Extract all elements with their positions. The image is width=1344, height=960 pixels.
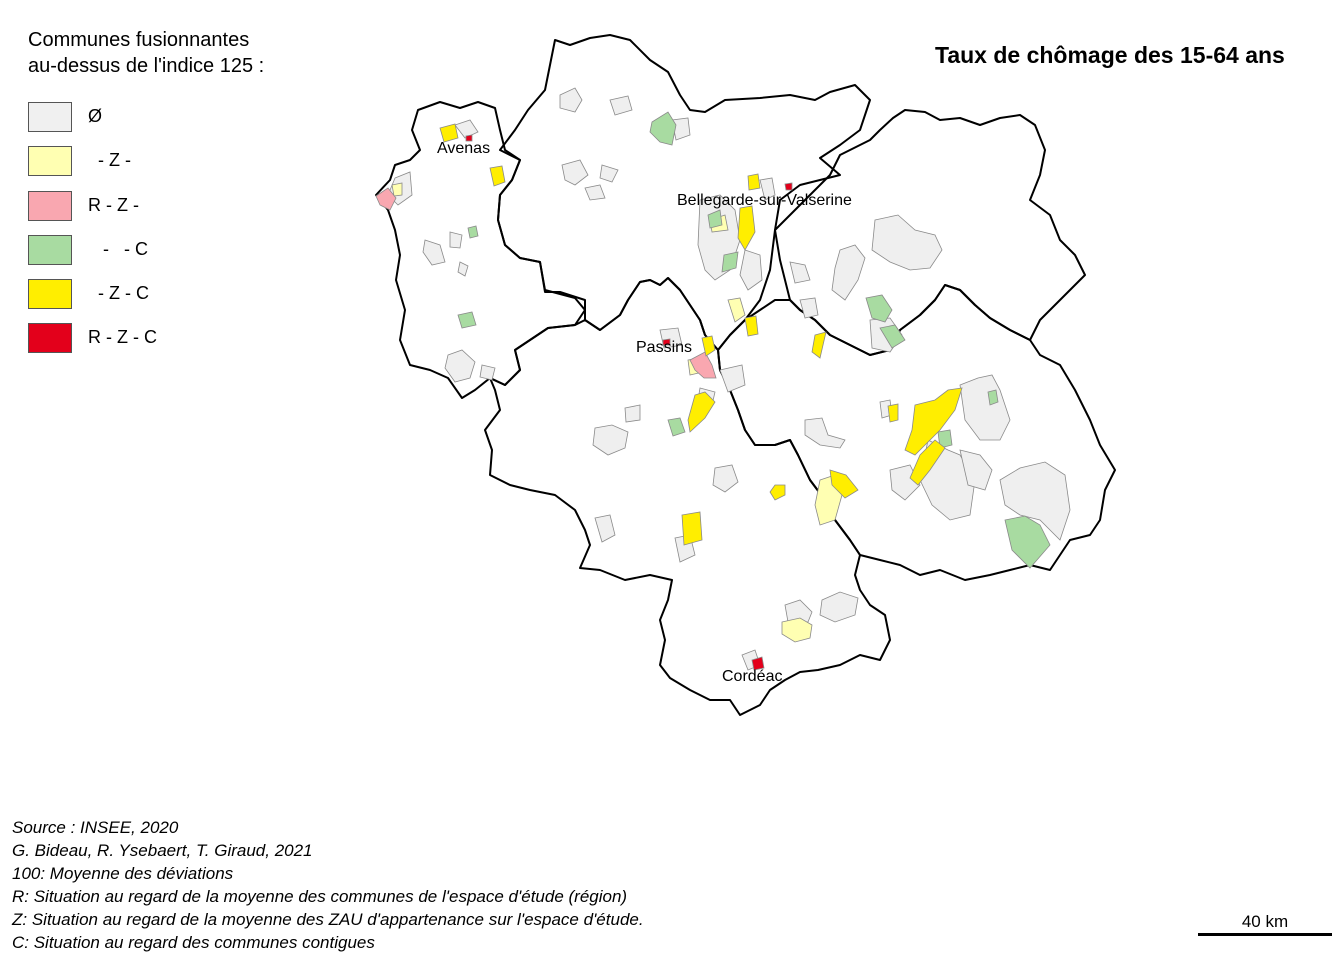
note-line: R: Situation au regard de la moyenne des… bbox=[12, 887, 628, 906]
commune-polygon bbox=[649, 111, 677, 146]
commune-polygon bbox=[592, 424, 629, 456]
scale-label: 40 km bbox=[1241, 912, 1289, 931]
commune-polygon bbox=[721, 251, 739, 273]
commune-polygon bbox=[594, 514, 616, 543]
source-notes: Source : INSEE, 2020 G. Bideau, R. Yseba… bbox=[12, 816, 644, 954]
commune-polygon bbox=[687, 391, 716, 433]
legend-swatch bbox=[28, 279, 72, 309]
commune-polygon bbox=[444, 349, 476, 383]
note-line: Source : INSEE, 2020 bbox=[12, 818, 179, 837]
commune-polygon bbox=[831, 244, 866, 301]
scale-line bbox=[1198, 933, 1332, 936]
commune-polygon bbox=[599, 164, 619, 183]
note-line: G. Bideau, R. Ysebaert, T. Giraud, 2021 bbox=[12, 841, 313, 860]
commune-polygon bbox=[681, 511, 703, 546]
commune-polygon bbox=[959, 449, 993, 491]
note-line: Z: Situation au regard de la moyenne des… bbox=[12, 910, 644, 929]
legend-title: Communes fusionnantes au-dessus de l'ind… bbox=[28, 27, 264, 79]
commune-polygon bbox=[584, 184, 606, 201]
commune-polygon bbox=[887, 403, 899, 423]
commune-polygon bbox=[422, 239, 446, 266]
commune-polygon bbox=[559, 87, 583, 113]
commune-polygon bbox=[904, 387, 963, 456]
commune-polygon bbox=[739, 249, 763, 291]
commune-polygon bbox=[467, 225, 479, 239]
legend-label: Ø bbox=[88, 106, 103, 126]
legend-label: - Z - C bbox=[88, 283, 149, 303]
commune-polygon bbox=[609, 95, 633, 116]
commune-polygon bbox=[707, 209, 723, 229]
department-haute-savoie bbox=[774, 109, 1086, 356]
legend-swatch bbox=[28, 102, 72, 132]
commune-polygon bbox=[799, 297, 819, 319]
commune-polygon bbox=[439, 123, 459, 143]
note-line: C: Situation au regard des communes cont… bbox=[12, 933, 375, 952]
commune-polygon bbox=[391, 182, 403, 197]
commune-polygon bbox=[811, 331, 827, 359]
legend-title-line2: au-dessus de l'indice 125 : bbox=[28, 55, 265, 77]
commune-polygon bbox=[727, 297, 746, 323]
legend-title-line1: Communes fusionnantes bbox=[28, 29, 250, 51]
commune-polygon bbox=[561, 159, 589, 186]
legend-swatch bbox=[28, 323, 72, 353]
legend-swatch bbox=[28, 235, 72, 265]
legend-label: - Z - bbox=[88, 150, 131, 170]
commune-polygon bbox=[819, 591, 859, 623]
legend-label: - - C bbox=[88, 239, 148, 259]
commune-polygon bbox=[751, 656, 765, 671]
commune-polygon bbox=[712, 464, 739, 493]
commune-polygon bbox=[879, 324, 906, 349]
commune-polygon bbox=[871, 214, 943, 271]
city-label-cordeac: Cordéac bbox=[722, 668, 782, 685]
commune-polygon bbox=[784, 182, 793, 191]
department-ain bbox=[497, 34, 871, 351]
legend-label: R - Z - C bbox=[88, 327, 157, 347]
commune-polygon bbox=[624, 404, 641, 423]
commune-polygon bbox=[781, 617, 813, 643]
commune-polygon bbox=[784, 599, 813, 623]
commune-polygon bbox=[457, 261, 469, 277]
city-label-passins: Passins bbox=[636, 339, 692, 356]
city-label-bellegarde: Bellegarde-sur-Valserine bbox=[677, 192, 852, 209]
commune-polygon bbox=[789, 261, 811, 284]
commune-polygon bbox=[865, 294, 893, 323]
map-title: Taux de chômage des 15-64 ans bbox=[935, 42, 1285, 68]
commune-polygon bbox=[937, 429, 953, 449]
commune-polygon bbox=[667, 417, 686, 437]
commune-polygon bbox=[737, 205, 756, 251]
commune-polygon bbox=[454, 119, 479, 139]
commune-polygon bbox=[457, 311, 477, 329]
commune-polygon bbox=[479, 364, 496, 381]
commune-polygon bbox=[769, 484, 786, 501]
commune-polygon bbox=[662, 338, 671, 346]
city-label-avenas: Avenas bbox=[437, 140, 490, 157]
commune-polygon bbox=[465, 134, 473, 142]
commune-polygon bbox=[489, 165, 506, 187]
commune-polygon bbox=[759, 177, 776, 201]
commune-polygon bbox=[701, 335, 716, 357]
legend-label: R - Z - bbox=[88, 195, 139, 215]
commune-polygon bbox=[987, 389, 999, 406]
commune-polygon bbox=[719, 364, 746, 393]
commune-polygon bbox=[804, 417, 846, 449]
commune-polygon bbox=[747, 173, 761, 191]
commune-polygon bbox=[909, 439, 946, 486]
legend-swatch bbox=[28, 146, 72, 176]
commune-polygon bbox=[1004, 515, 1051, 569]
note-line: 100: Moyenne des déviations bbox=[12, 864, 234, 883]
commune-polygon bbox=[829, 469, 859, 499]
commune-polygon bbox=[449, 231, 463, 249]
commune-polygon bbox=[744, 315, 759, 337]
commune-polygon bbox=[959, 374, 1011, 441]
department-isere bbox=[484, 277, 891, 716]
commune-polygon bbox=[999, 461, 1071, 541]
legend-swatch bbox=[28, 191, 72, 221]
commune-polygon bbox=[375, 187, 397, 211]
